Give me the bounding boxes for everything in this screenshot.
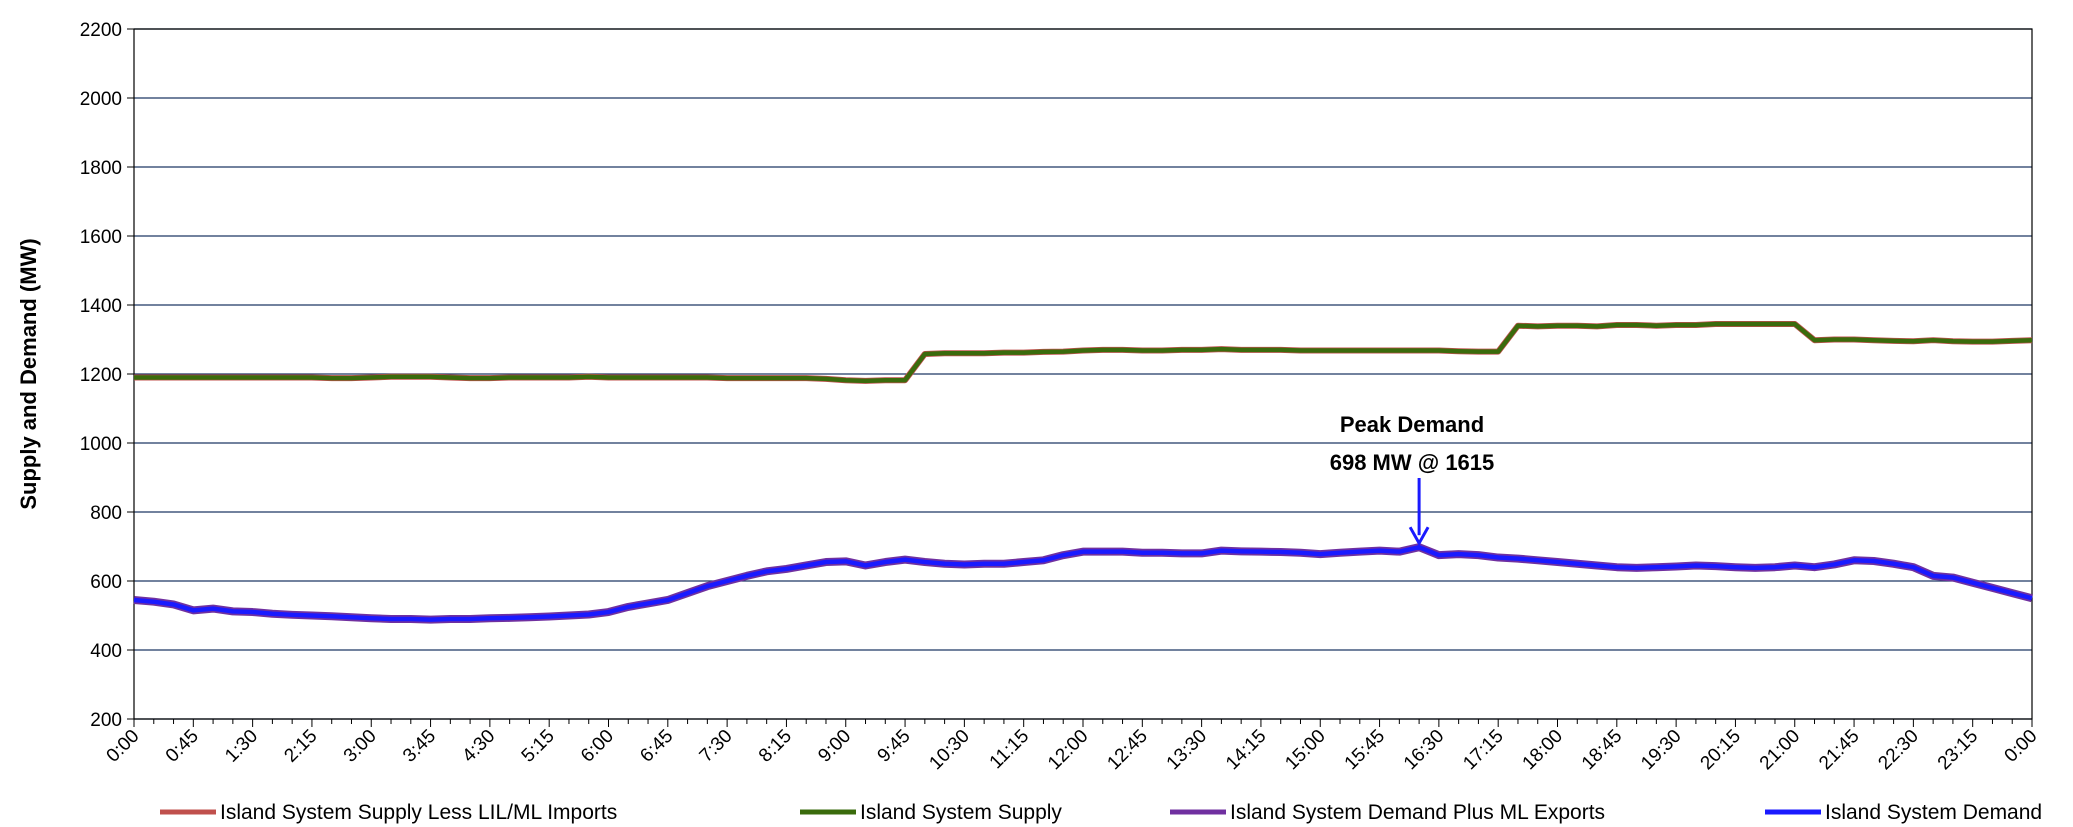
x-tick-label: 9:45 — [874, 726, 915, 767]
x-tick-label: 14:15 — [1222, 726, 1270, 774]
x-tick-label: 20:15 — [1697, 726, 1745, 774]
x-tick-label: 10:30 — [925, 726, 973, 774]
annotation-arrowhead — [1408, 526, 1430, 547]
x-tick-label: 3:45 — [399, 726, 440, 767]
x-tick-label: 18:00 — [1519, 726, 1567, 774]
legend-label: Island System Demand Plus ML Exports — [1230, 801, 1605, 824]
y-tick-label: 2000 — [80, 89, 122, 110]
y-tick-label: 400 — [90, 641, 122, 662]
y-tick-label: 200 — [90, 710, 122, 731]
y-tick-label: 1800 — [80, 158, 122, 179]
x-tick-label: 16:30 — [1400, 726, 1448, 774]
y-tick-label: 1400 — [80, 296, 122, 317]
legend-label: Island System Supply Less LIL/ML Imports — [220, 801, 617, 824]
y-tick-label: 1200 — [80, 365, 122, 386]
x-tick-label: 6:00 — [577, 726, 618, 767]
annotation: 698 MW @ 1615 — [1330, 450, 1495, 475]
series-line — [134, 321, 2033, 384]
x-tick-label: 2:15 — [280, 726, 321, 767]
x-tick-label: 6:45 — [636, 726, 677, 767]
y-tick-label: 2200 — [80, 20, 122, 41]
series-line — [133, 543, 2034, 624]
x-tick-label: 23:15 — [1934, 726, 1982, 774]
x-tick-label: 9:00 — [814, 726, 855, 767]
x-tick-label: 0:45 — [162, 726, 203, 767]
x-tick-label: 7:30 — [696, 726, 737, 767]
legend-label: Island System Supply — [860, 801, 1062, 824]
x-tick-label: 3:00 — [340, 726, 381, 767]
x-tick-label: 4:30 — [458, 726, 499, 767]
y-tick-label: 600 — [90, 572, 122, 593]
x-tick-label: 0:00 — [2001, 726, 2042, 767]
x-tick-label: 21:00 — [1756, 726, 1804, 774]
x-tick-label: 0:00 — [103, 726, 144, 767]
annotation: Peak Demand — [1340, 412, 1484, 437]
x-tick-label: 15:00 — [1281, 726, 1329, 774]
y-tick-label: 800 — [90, 503, 122, 524]
x-tick-label: 8:15 — [755, 726, 796, 767]
y-tick-label: 1600 — [80, 227, 122, 248]
x-tick-label: 15:45 — [1341, 726, 1389, 774]
series-line — [133, 544, 2033, 622]
x-tick-label: 17:15 — [1459, 726, 1507, 774]
x-tick-label: 22:30 — [1874, 726, 1922, 774]
x-tick-label: 1:30 — [221, 726, 262, 767]
x-tick-label: 11:15 — [986, 726, 1033, 773]
x-tick-label: 12:00 — [1044, 726, 1092, 774]
x-tick-label: 18:45 — [1578, 726, 1626, 774]
x-tick-label: 19:30 — [1637, 726, 1685, 774]
y-tick-label: 1000 — [80, 434, 122, 455]
x-tick-label: 13:30 — [1163, 726, 1211, 774]
legend-label: Island System Demand — [1825, 801, 2042, 824]
x-tick-label: 21:45 — [1815, 726, 1863, 774]
x-tick-label: 12:45 — [1103, 726, 1151, 774]
x-tick-label: 5:15 — [518, 726, 559, 767]
y-axis-label: Supply and Demand (MW) — [16, 238, 41, 509]
